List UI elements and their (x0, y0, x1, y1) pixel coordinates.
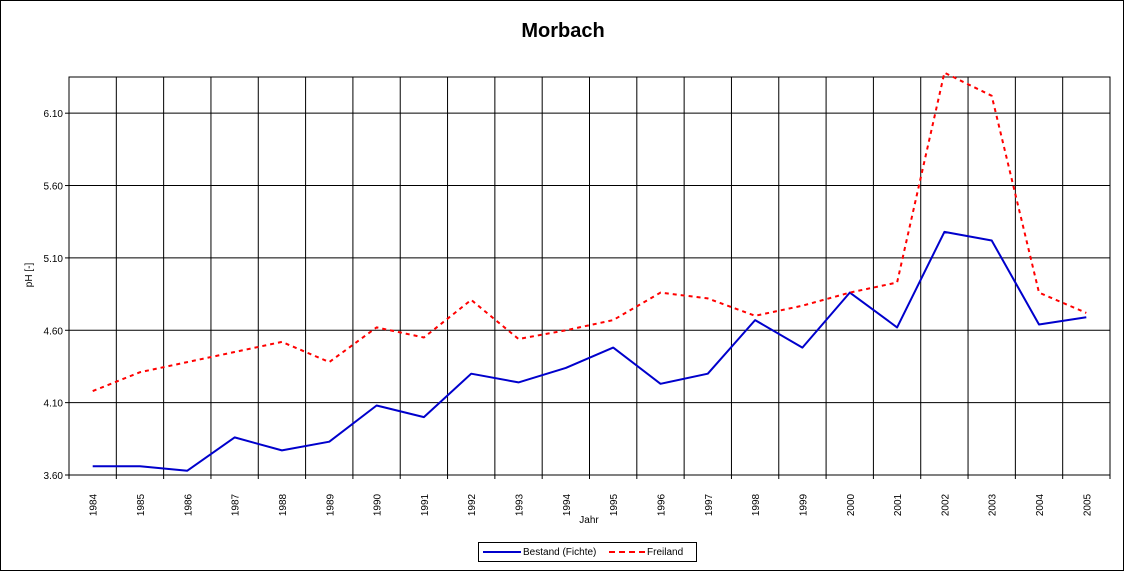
x-tick-label: 1993 (515, 493, 526, 516)
y-tick-label: 4.60 (44, 326, 64, 337)
x-tick-label: 2004 (1035, 493, 1046, 516)
legend-item-bestand: Bestand (Fichte) (483, 546, 596, 560)
legend: Bestand (Fichte) Freiland (478, 542, 697, 562)
x-tick-label: 2003 (988, 493, 999, 516)
x-tick-label: 1997 (704, 493, 715, 516)
legend-swatch-dashed (609, 551, 645, 554)
y-axis-title: pH [-] (24, 263, 35, 288)
x-tick-label: 1998 (751, 493, 762, 516)
x-tick-label: 1990 (373, 493, 384, 516)
series-lines (92, 71, 1087, 472)
y-tick-label: 5.10 (44, 254, 64, 265)
x-tick-label: 1992 (467, 493, 478, 516)
x-tick-label: 2000 (846, 493, 857, 516)
x-tick-label: 1988 (278, 493, 289, 516)
legend-label-bestand: Bestand (Fichte) (523, 547, 597, 558)
x-axis-title: Jahr (579, 515, 599, 526)
x-tick-label: 1996 (656, 493, 667, 516)
chart-title: Morbach (521, 20, 605, 42)
x-tick-label: 1991 (420, 493, 431, 516)
x-tick-label: 1987 (231, 493, 242, 516)
x-tick-label: 2002 (940, 493, 951, 516)
x-tick-label: 1985 (136, 493, 147, 516)
x-tick-label: 1986 (183, 493, 194, 516)
legend-label-freiland: Freiland (647, 547, 684, 558)
y-tick-label: 4.10 (44, 399, 64, 410)
y-tick-label: 6.10 (44, 109, 64, 120)
legend-item-freiland: Freiland (609, 546, 683, 560)
x-tick-label: 1999 (798, 493, 809, 516)
x-tick-label: 1995 (609, 493, 620, 516)
y-tick-label: 5.60 (44, 182, 64, 193)
x-axis-tick-labels: 1984 1985 1986 1987 1988 1989 1990 1991 1992 1993… (89, 493, 1094, 516)
vertical-gridlines (68, 77, 1111, 479)
x-tick-label: 2001 (893, 493, 904, 516)
series-line-freiland (92, 71, 1087, 393)
legend-swatch-solid (483, 551, 521, 554)
x-tick-label: 1994 (562, 493, 573, 516)
y-axis-tick-labels: 3.60 4.10 4.60 5.10 5.60 6.10 (44, 109, 64, 482)
y-tick-label: 3.60 (44, 471, 64, 482)
series-line-bestand (92, 230, 1087, 472)
x-tick-label: 1989 (325, 493, 336, 516)
x-tick-label: 2005 (1082, 493, 1093, 516)
x-tick-label: 1984 (89, 493, 100, 516)
